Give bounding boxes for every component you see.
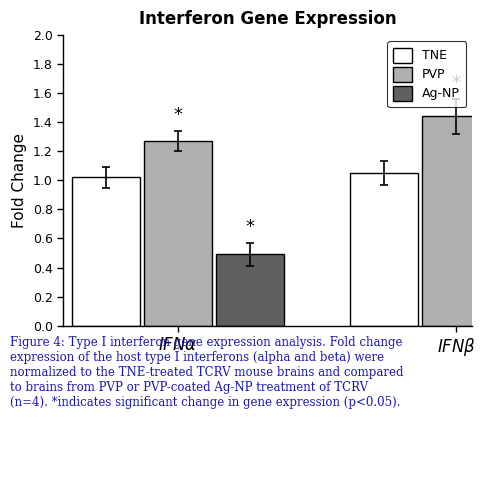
Bar: [216, 255, 284, 326]
Bar: [144, 141, 212, 326]
Title: Interferon Gene Expression: Interferon Gene Expression: [139, 10, 397, 28]
Y-axis label: Fold Change: Fold Change: [12, 133, 27, 228]
Bar: [72, 177, 140, 326]
Bar: [422, 116, 487, 326]
Text: Figure 4: Type I interferon gene expression analysis. Fold change
expression of : Figure 4: Type I interferon gene express…: [10, 336, 403, 409]
Text: *: *: [173, 106, 182, 124]
Bar: [350, 173, 418, 326]
Text: *: *: [451, 74, 461, 92]
Legend: TNE, PVP, Ag-NP: TNE, PVP, Ag-NP: [387, 41, 466, 107]
Text: *: *: [245, 217, 254, 235]
